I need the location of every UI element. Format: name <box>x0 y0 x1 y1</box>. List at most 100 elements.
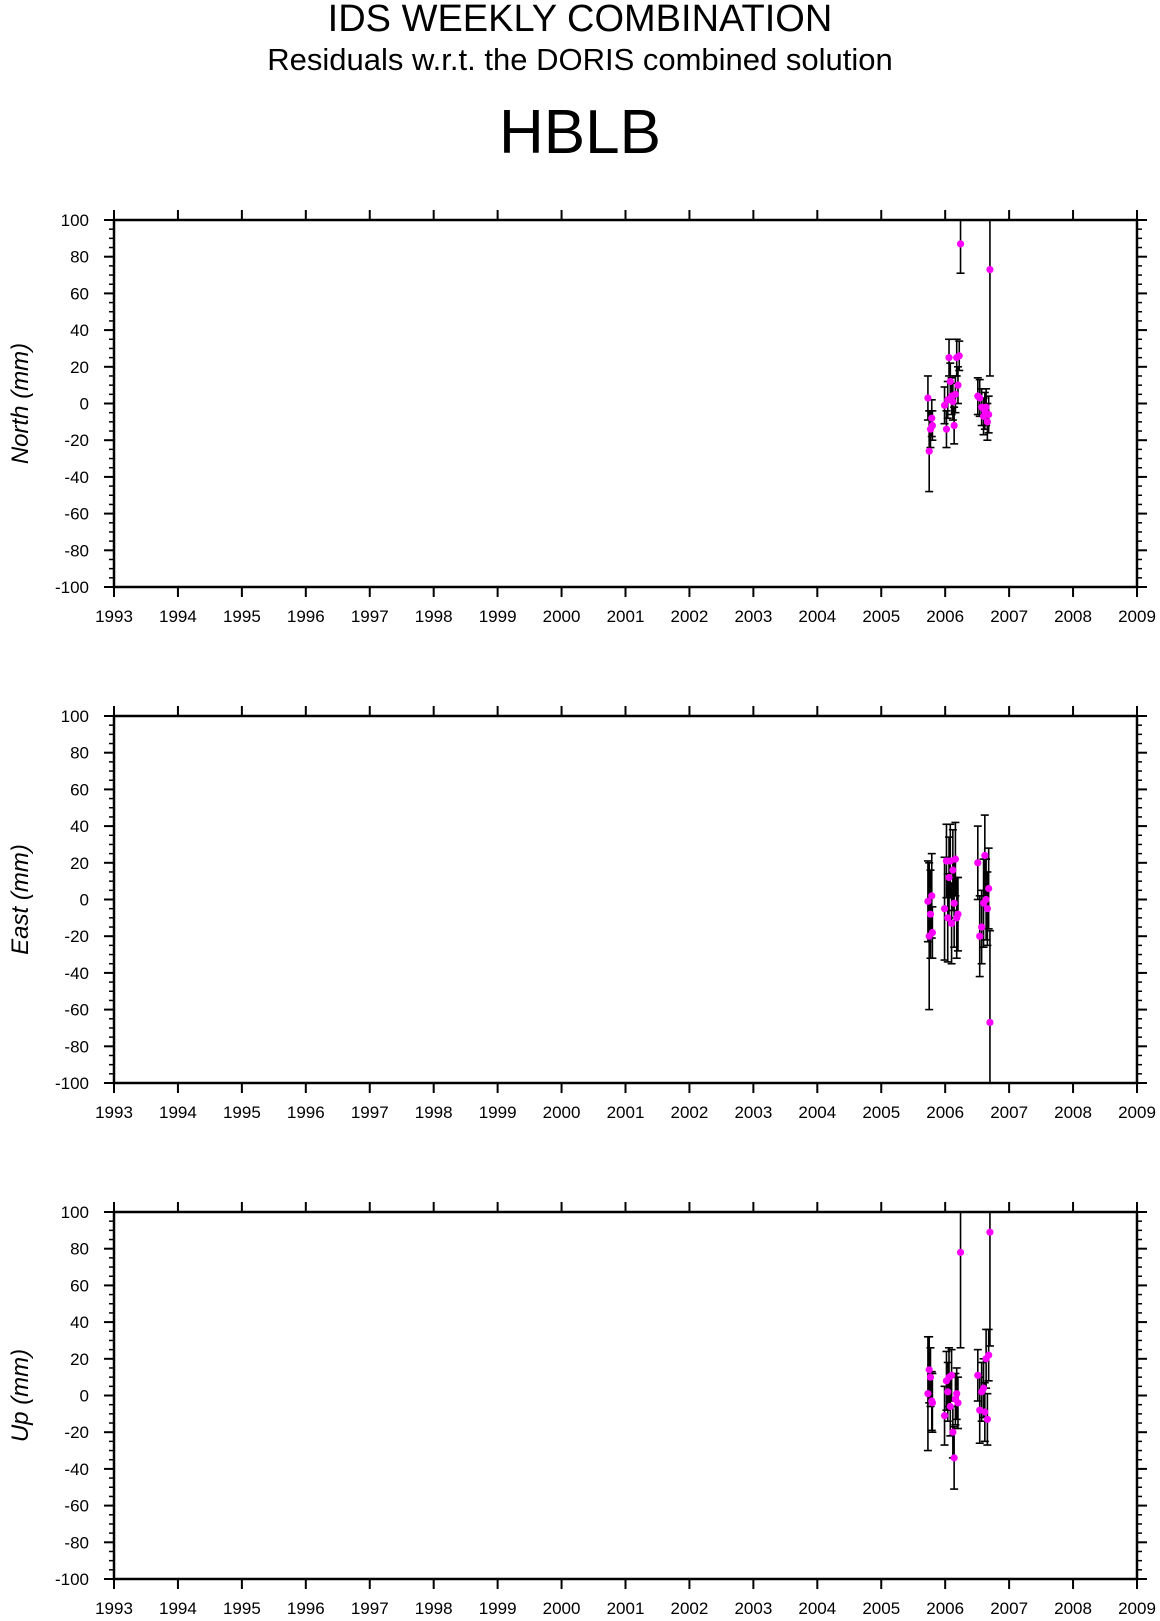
data-point <box>956 1248 965 1256</box>
data-series <box>923 1212 994 1490</box>
data-point <box>926 910 935 918</box>
y-tick-label: -20 <box>64 431 89 450</box>
data-point <box>950 421 958 430</box>
y-tick-label: 20 <box>70 358 89 377</box>
data-point <box>940 1412 949 1420</box>
y-tick-label: -40 <box>64 964 89 983</box>
x-tick-label: 1993 <box>95 607 133 626</box>
data-point <box>925 1366 933 1374</box>
chart-title: IDS WEEKLY COMBINATION <box>327 0 833 40</box>
x-tick-label: 1994 <box>159 1103 197 1122</box>
y-tick-label: 40 <box>70 321 89 340</box>
data-point <box>981 851 989 860</box>
x-tick-label: 2008 <box>1054 1599 1092 1618</box>
data-point <box>951 390 960 398</box>
data-point <box>986 1228 994 1236</box>
x-tick-label: 2002 <box>671 1103 709 1122</box>
y-tick-label: 60 <box>70 1276 89 1295</box>
y-tick-label: -60 <box>64 505 89 524</box>
chart-subtitle: Residuals w.r.t. the DORIS combined solu… <box>267 42 893 77</box>
x-tick-label: 1997 <box>351 607 389 626</box>
data-point <box>979 1384 988 1392</box>
data-point <box>954 381 962 389</box>
x-tick-label: 1997 <box>351 1599 389 1618</box>
x-tick-label: 2001 <box>607 1103 645 1122</box>
data-point <box>928 414 936 422</box>
y-tick-label: 40 <box>70 817 89 836</box>
data-point <box>940 905 949 913</box>
x-tick-label: 1996 <box>287 607 325 626</box>
data-point <box>974 859 982 867</box>
data-point <box>944 1388 952 1396</box>
data-point <box>928 928 937 937</box>
x-tick-label: 1999 <box>479 1599 517 1618</box>
data-point <box>949 398 957 406</box>
panel-north: 100 80 60 40 20 0 -20 -40 -60 -80 -100 1993 1994 1995… <box>7 210 1156 626</box>
y-tick-label: 0 <box>80 395 89 414</box>
x-tick-label: 2007 <box>990 607 1028 626</box>
x-tick-label: 2006 <box>926 1599 964 1618</box>
data-point <box>945 873 953 882</box>
x-tick-label: 2000 <box>543 1599 581 1618</box>
data-point <box>983 418 991 426</box>
x-tick-label: 1995 <box>223 1599 261 1618</box>
panel-up: 100 80 60 40 20 0 -20 -40 -60 -80 -100 1993 1994 1995… <box>7 1202 1156 1618</box>
x-tick-label: 2003 <box>734 1103 772 1122</box>
data-point <box>928 892 936 900</box>
data-point <box>949 866 957 874</box>
x-tick-label: 1998 <box>415 1103 453 1122</box>
y-tick-label: 80 <box>70 248 89 267</box>
y-axis-label: North (mm) <box>7 343 34 464</box>
y-tick-label: -20 <box>64 1423 89 1442</box>
data-point <box>947 1371 956 1379</box>
y-tick-label: -60 <box>64 1001 89 1020</box>
y-tick-label: -40 <box>64 1460 89 1479</box>
x-tick-label: 1999 <box>479 1103 517 1122</box>
y-tick-label: -100 <box>55 1570 89 1589</box>
data-point <box>924 897 932 905</box>
data-series <box>923 220 994 493</box>
data-point <box>942 425 951 433</box>
x-tick-label: 2004 <box>798 1599 836 1618</box>
data-point <box>954 910 962 918</box>
data-point <box>976 394 984 402</box>
y-tick-label: -40 <box>64 468 89 487</box>
y-tick-label: 0 <box>80 891 89 910</box>
data-point <box>951 855 960 863</box>
x-tick-label: 2003 <box>734 1599 772 1618</box>
data-point <box>945 354 953 362</box>
data-point <box>983 905 991 913</box>
y-tick-label: -80 <box>64 1037 89 1056</box>
y-tick-label: 80 <box>70 744 89 763</box>
y-tick-label: 100 <box>61 211 89 230</box>
x-tick-label: 2004 <box>798 1103 836 1122</box>
x-tick-label: 2005 <box>862 607 900 626</box>
x-tick-label: 1998 <box>415 1599 453 1618</box>
data-point <box>982 403 990 411</box>
data-point <box>924 394 932 402</box>
data-point <box>946 1402 954 1411</box>
y-tick-label: 40 <box>70 1313 89 1332</box>
data-point <box>953 1390 961 1398</box>
x-tick-label: 1995 <box>223 1103 261 1122</box>
data-point <box>944 914 952 922</box>
data-point <box>976 932 984 940</box>
data-point <box>924 1390 932 1398</box>
x-tick-label: 2006 <box>926 607 964 626</box>
x-tick-label: 1998 <box>415 607 453 626</box>
x-tick-label: 2008 <box>1054 1103 1092 1122</box>
data-point <box>974 1371 982 1379</box>
data-series <box>923 814 994 1083</box>
y-tick-label: -100 <box>55 1074 89 1093</box>
data-point <box>954 1399 962 1407</box>
x-tick-label: 2003 <box>734 607 772 626</box>
y-tick-label: 60 <box>70 284 89 303</box>
x-tick-label: 1993 <box>95 1599 133 1618</box>
y-tick-label: 0 <box>80 1387 89 1406</box>
x-tick-label: 2007 <box>990 1103 1028 1122</box>
data-point <box>982 895 990 904</box>
y-tick-label: -20 <box>64 927 89 946</box>
data-point <box>946 377 954 386</box>
data-point <box>926 1373 935 1381</box>
